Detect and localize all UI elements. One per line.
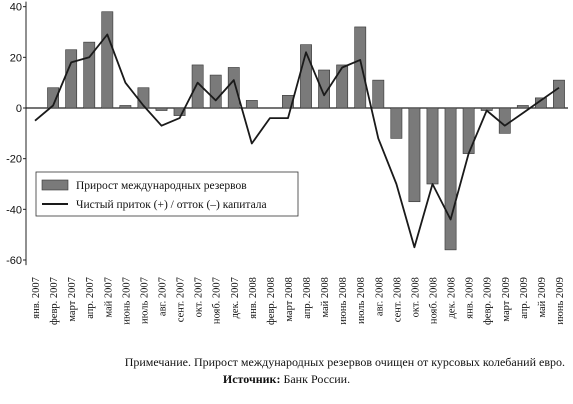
x-tick-label: июль 2007 xyxy=(139,277,150,324)
x-tick-label: сент. 2007 xyxy=(176,277,187,322)
legend-box xyxy=(35,171,299,217)
y-tick-label: -20 xyxy=(6,154,22,166)
x-tick-label: окт. 2008 xyxy=(410,277,421,317)
bar-reserves xyxy=(83,41,96,109)
x-tick-label: май 2009 xyxy=(537,277,548,317)
bar-reserves xyxy=(47,87,60,109)
bar-reserves xyxy=(173,107,186,116)
bar-reserves xyxy=(227,67,240,109)
x-tick-label: май 2007 xyxy=(103,277,114,317)
chart-note: Примечание. Прирост международных резерв… xyxy=(124,355,565,369)
x-tick-label: февр. 2008 xyxy=(266,277,277,325)
x-tick-label: февр. 2009 xyxy=(483,277,494,325)
bar-reserves xyxy=(498,107,511,134)
bar-reserves xyxy=(65,49,78,109)
x-tick-label: апр. 2007 xyxy=(85,277,96,319)
x-tick-label: авг. 2007 xyxy=(158,277,169,316)
x-tick-label: апр. 2009 xyxy=(519,277,530,319)
bar-reserves xyxy=(155,107,168,111)
chart-source: Источник: Банк России. xyxy=(0,372,573,386)
x-tick-label: июнь 2009 xyxy=(555,277,566,325)
chart: 40 20 0 -20 -40 -60 янв. 2007 февр. 2007 март 20… xyxy=(6,1,568,325)
line-capital-flow xyxy=(34,33,560,249)
y-tick-label: 0 xyxy=(16,103,22,115)
bar-reserves xyxy=(534,97,547,109)
x-tick-label: март 2007 xyxy=(67,277,78,322)
bar-reserves xyxy=(462,107,475,154)
bar-reserves xyxy=(191,64,204,109)
bar-reserves xyxy=(390,107,403,139)
legend-label-capital: Чистый приток (+) / отток (–) капитала xyxy=(76,199,267,211)
source-value: Банк России. xyxy=(283,372,351,386)
x-tick-label: нояб. 2008 xyxy=(429,277,440,324)
bar-reserves xyxy=(119,105,132,109)
bar-reserves xyxy=(300,44,312,109)
x-tick-label: июль 2008 xyxy=(356,277,367,324)
x-tick-label: сент. 2008 xyxy=(392,277,403,322)
y-tick-label: -60 xyxy=(6,255,22,267)
legend-swatch-bar xyxy=(41,179,69,191)
bar-reserves xyxy=(408,107,421,203)
y-tick-label: 20 xyxy=(10,52,22,64)
x-tick-label: авг. 2008 xyxy=(374,277,385,316)
x-tick-label: июнь 2007 xyxy=(121,277,132,325)
bar-reserves xyxy=(336,64,349,109)
x-tick-label: апр. 2008 xyxy=(302,277,313,319)
legend-label-reserves: Прирост международных резервов xyxy=(76,180,247,192)
x-tick-label: янв. 2009 xyxy=(465,277,476,319)
y-tick-label: -40 xyxy=(6,204,22,216)
bar-reserves xyxy=(282,95,294,109)
x-tick-label: март 2009 xyxy=(501,277,512,322)
bar-reserves xyxy=(372,79,385,109)
bar-reserves xyxy=(318,69,331,109)
x-tick-label: нояб. 2007 xyxy=(212,277,223,324)
x-tick-label: окт. 2007 xyxy=(194,277,205,317)
x-tick-label: дек. 2007 xyxy=(230,277,241,318)
bar-reserves xyxy=(516,105,529,109)
bar-reserves xyxy=(426,107,439,185)
bar-reserves xyxy=(444,107,457,251)
bar-reserves xyxy=(245,100,258,109)
x-tick-label: дек. 2008 xyxy=(447,277,458,318)
x-tick-label: янв. 2008 xyxy=(248,277,259,319)
x-tick-label: май 2008 xyxy=(320,277,331,317)
x-tick-label: март 2008 xyxy=(284,277,295,322)
bar-reserves xyxy=(553,79,565,109)
x-tick-label: июнь 2008 xyxy=(338,277,349,325)
x-tick-label: февр. 2007 xyxy=(49,277,60,325)
bar-reserves xyxy=(354,26,367,109)
source-label: Источник: xyxy=(222,372,281,386)
bar-reserves xyxy=(209,74,222,109)
y-tick-label: 40 xyxy=(10,2,22,14)
bar-reserves xyxy=(101,11,114,109)
x-tick-label: янв. 2007 xyxy=(31,277,42,319)
